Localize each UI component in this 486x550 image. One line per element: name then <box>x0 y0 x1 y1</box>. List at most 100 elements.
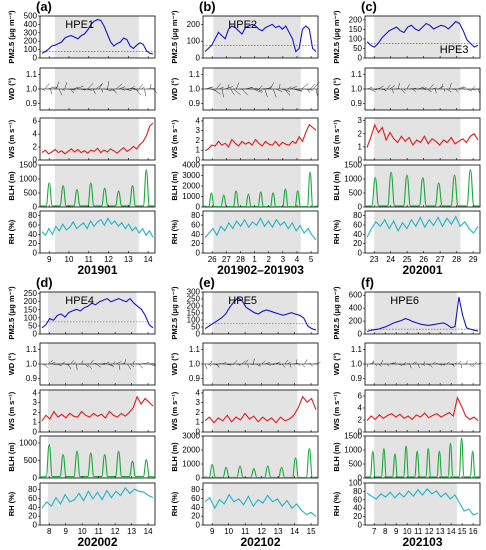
wind-vector <box>466 360 468 365</box>
pm25-series <box>204 297 317 331</box>
subplot-frame <box>364 291 481 335</box>
hpe-shading <box>213 118 301 160</box>
wind-vector <box>58 88 63 96</box>
wind-vector <box>472 85 476 90</box>
blh-series <box>39 169 156 207</box>
y-tick-label: 1.0 <box>351 360 363 369</box>
wind-vector <box>141 86 145 90</box>
y-axis-label: WD (°) <box>7 352 16 375</box>
month-label: 202102 <box>240 535 280 549</box>
y-tick-label: 1500 <box>19 161 37 170</box>
wind-vector <box>423 88 427 91</box>
wind-vector <box>315 88 318 96</box>
wind-vector <box>87 83 94 90</box>
wind-vector <box>118 86 126 90</box>
y-tick-label: 4 <box>196 116 201 125</box>
wind-vector <box>67 88 76 91</box>
x-tick-label: 7 <box>372 527 377 536</box>
wind-vector <box>81 88 86 91</box>
wind-vector <box>267 86 272 90</box>
y-tick-label: 1000 <box>19 439 37 448</box>
y-axis-label: WD (°) <box>7 77 16 100</box>
wind-vector <box>98 83 103 90</box>
y-tick-label: 4000 <box>182 161 200 170</box>
wind-vector <box>446 361 450 365</box>
y-tick-label: 3 <box>33 398 38 407</box>
blh-series <box>202 448 319 478</box>
x-tick-label: 16 <box>469 527 478 536</box>
wind-vector <box>270 363 274 365</box>
month-label: 201901 <box>77 263 117 277</box>
y-tick-label: 80 <box>353 487 362 496</box>
x-tick-label: 2 <box>266 255 271 264</box>
wind-vector <box>93 88 96 95</box>
hpe-shading <box>54 16 139 58</box>
wind-vector <box>112 361 116 365</box>
subplot-frame <box>39 210 156 254</box>
wind-vector <box>315 362 321 365</box>
y-tick-label: 4 <box>358 404 363 413</box>
y-axis-label: PM2.5 (μg m⁻³) <box>170 286 179 340</box>
subplot-frame <box>202 15 319 59</box>
x-tick-label: 14 <box>144 527 153 536</box>
wind-vector <box>383 88 387 92</box>
wind-vector <box>381 88 387 91</box>
wind-vector <box>372 88 377 91</box>
subplot-frame <box>364 117 481 161</box>
x-tick-label: 11 <box>241 527 250 536</box>
month-label: 202103 <box>402 535 442 549</box>
x-tick-label: 15 <box>307 527 316 536</box>
y-tick-label: 6 <box>358 392 363 401</box>
wind-vector <box>56 363 62 366</box>
wind-vector <box>70 88 75 94</box>
hpe-shading <box>374 211 461 253</box>
wind-vector <box>244 359 249 365</box>
wind-vector <box>412 88 416 92</box>
y-tick-label: 1000 <box>344 175 362 184</box>
x-tick-label: 11 <box>414 527 423 536</box>
month-label: 202002 <box>77 535 117 549</box>
wind-vector <box>423 361 425 365</box>
wind-vector <box>438 86 444 90</box>
y-tick-label: 0.9 <box>189 99 201 108</box>
x-tick-label: 9 <box>47 255 52 264</box>
wind-vector <box>84 363 89 368</box>
y-tick-label: 1.1 <box>351 345 363 354</box>
subplot-frame <box>39 164 156 208</box>
wind-vector <box>474 361 477 365</box>
wind-vector <box>204 363 208 370</box>
y-tick-label: 80 <box>191 485 200 494</box>
wind-vector <box>132 360 135 365</box>
y-tick-label: 40 <box>353 230 362 239</box>
x-tick-label: 1 <box>252 255 257 264</box>
y-tick-label: 0 <box>33 330 38 339</box>
subplot-frame <box>39 291 156 335</box>
y-tick-label: 50 <box>191 323 200 332</box>
subplot-frame <box>202 482 319 526</box>
y-axis-label: BLH (m) <box>332 171 341 201</box>
y-axis-label: PM2.5 (μg m⁻³) <box>7 286 16 340</box>
x-tick-label: 11 <box>94 527 103 536</box>
wind-vector <box>50 361 56 365</box>
x-tick-label: 14 <box>144 255 153 264</box>
y-tick-label: 1.1 <box>26 345 38 354</box>
y-axis-label: WS (m s⁻¹) <box>7 119 16 158</box>
wind-vector <box>401 363 406 366</box>
y-tick-label: 250 <box>24 289 38 298</box>
x-tick-label: 27 <box>222 255 231 264</box>
wind-vector <box>406 84 410 90</box>
subplot-frame <box>39 482 156 526</box>
wind-vector <box>219 362 222 365</box>
wind-vector <box>472 363 475 367</box>
y-tick-label: 1.0 <box>189 85 201 94</box>
subplot-frame <box>202 117 319 161</box>
y-tick-label: 0 <box>33 249 38 258</box>
wind-vector <box>144 88 146 97</box>
y-axis-label: WS (m s⁻¹) <box>332 119 341 158</box>
wind-vector <box>477 362 483 365</box>
y-axis-label: RH (%) <box>7 491 16 516</box>
x-tick-label: 25 <box>403 255 412 264</box>
wind-vector <box>241 88 249 96</box>
y-tick-label: 20 <box>191 239 200 248</box>
